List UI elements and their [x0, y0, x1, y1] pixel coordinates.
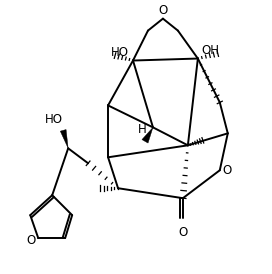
Text: HO: HO: [111, 46, 129, 59]
Text: OH: OH: [202, 44, 220, 57]
Text: O: O: [178, 226, 187, 239]
Text: O: O: [223, 164, 232, 177]
Polygon shape: [60, 130, 68, 148]
Polygon shape: [142, 127, 153, 143]
Text: O: O: [158, 4, 168, 17]
Text: H: H: [138, 123, 147, 136]
Text: O: O: [26, 233, 35, 247]
Text: HO: HO: [45, 113, 63, 126]
